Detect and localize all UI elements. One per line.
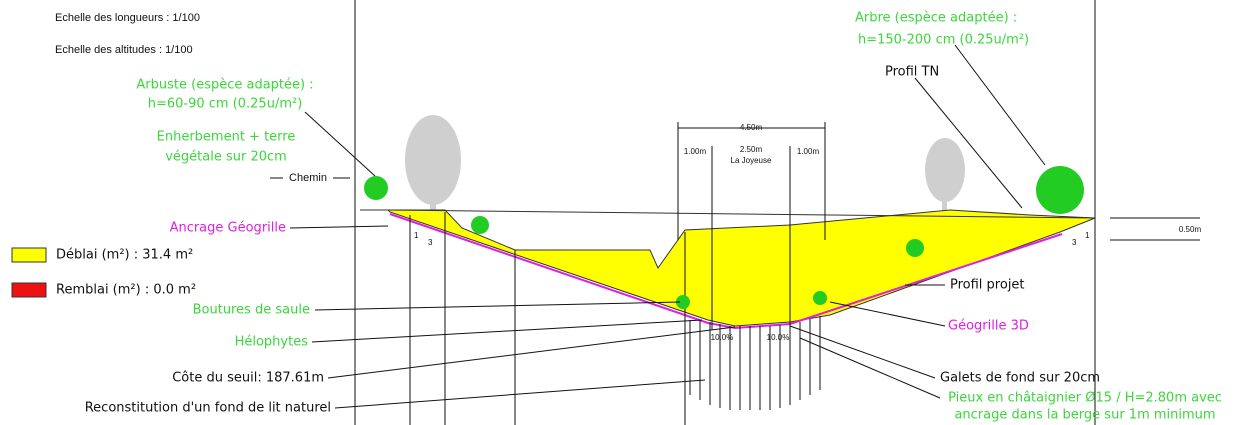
dimension: 1.00m <box>797 147 820 156</box>
green-bushes <box>364 166 1084 309</box>
legend-label: Remblai (m²) : 0.0 m² <box>56 283 196 298</box>
piles <box>409 212 821 425</box>
deblai-area <box>386 209 1096 327</box>
dimension: 0.50m <box>1179 225 1202 234</box>
dimension: 2.50m <box>740 145 763 154</box>
label: Chemin <box>289 172 327 184</box>
dimension: La Joyeuse <box>731 156 772 165</box>
scale-text: Echelle des longueurs : 1/100 <box>55 12 200 24</box>
label: h=150-200 cm (0.25u/m²) <box>858 33 1029 48</box>
label: ancrage dans la berge sur 1m minimum <box>954 408 1215 423</box>
legend-label: Déblai (m²) : 31.4 m² <box>56 248 193 263</box>
geogrille-line <box>389 213 1063 330</box>
slope: 3 <box>428 238 433 247</box>
label: Géogrille 3D <box>948 319 1029 334</box>
scale-text: Echelle des altitudes : 1/100 <box>55 44 193 56</box>
gray-trees <box>405 115 965 212</box>
label: Pieux en châtaignier Ø15 / H=2.80m avec <box>948 391 1222 406</box>
label: Enherbement + terre <box>157 130 296 145</box>
slope: 1 <box>414 231 419 240</box>
dimension: 4.50m <box>740 123 763 132</box>
label: Profil TN <box>885 65 939 80</box>
label: végétale sur 20cm <box>165 150 287 165</box>
label: Boutures de saule <box>193 303 310 318</box>
label: Hélophytes <box>235 335 309 350</box>
label: Profil projet <box>950 278 1025 293</box>
label: Arbuste (espèce adaptée) : <box>136 78 313 93</box>
dimension: 1.00m <box>684 147 707 156</box>
label: Arbre (espèce adaptée) : <box>855 11 1017 26</box>
tn-line <box>360 209 1096 219</box>
gradient: 10.0% <box>711 333 734 342</box>
label: Reconstitution d'un fond de lit naturel <box>85 401 331 416</box>
label: Côte du seuil: 187.61m <box>172 371 324 386</box>
slope: 1 <box>1085 231 1090 240</box>
label: h=60-90 cm (0.25u/m²) <box>148 97 303 112</box>
slope: 3 <box>1072 238 1077 247</box>
legend-swatch <box>11 282 47 298</box>
label: Galets de fond sur 20cm <box>940 371 1100 386</box>
legend-swatch <box>11 247 47 263</box>
label: Ancrage Géogrille <box>170 221 286 236</box>
gradient: 10.0% <box>767 333 790 342</box>
leader-lines <box>270 44 1200 409</box>
